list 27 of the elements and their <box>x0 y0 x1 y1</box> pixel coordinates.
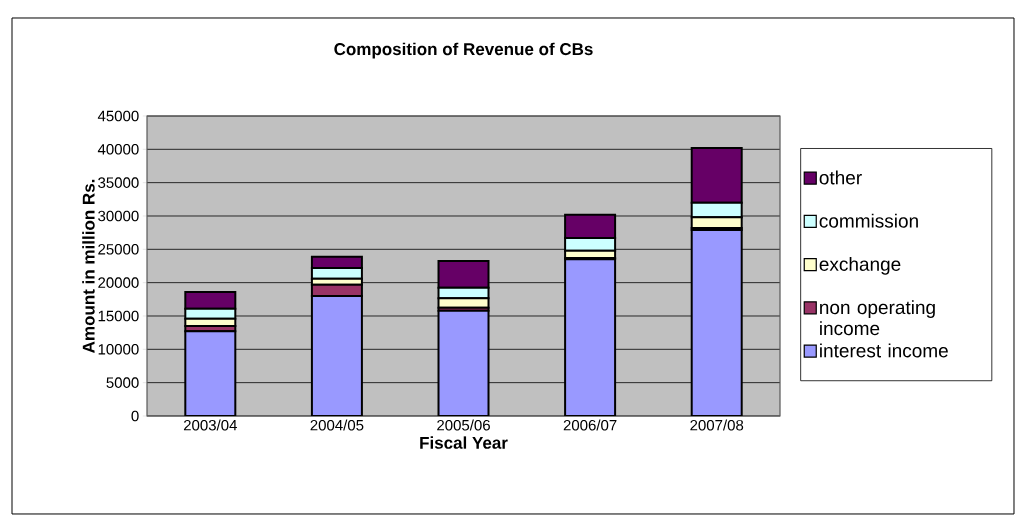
y-tick-label: 0 <box>131 410 139 422</box>
x-tick-label: 2007/08 <box>690 419 744 431</box>
x-tick-label: 2004/05 <box>310 419 364 431</box>
y-tick-label: 25000 <box>98 244 139 255</box>
bar <box>184 330 237 416</box>
y-tick-label: 10000 <box>98 344 139 355</box>
chart-title: Composition of Revenue of CBs <box>334 42 593 59</box>
y-tick-label: 15000 <box>98 310 139 322</box>
y-tick-label: 20000 <box>98 277 139 288</box>
y-tick-label: 5000 <box>106 377 139 388</box>
y-tick-label: 40000 <box>97 144 139 155</box>
legend-label: commission <box>819 213 918 228</box>
y-tick-label: 35000 <box>98 177 139 188</box>
x-tick-label: 2006/07 <box>563 419 617 431</box>
x-axis-title: Fiscal Year <box>420 436 508 449</box>
x-tick-label: 2005/06 <box>437 419 490 431</box>
legend-label: interest income <box>820 343 948 358</box>
bar <box>437 309 490 416</box>
y-tick-label: 45000 <box>97 110 139 122</box>
legend-label: exchange <box>819 256 901 275</box>
bar <box>564 258 617 416</box>
y-tick-label: 30000 <box>98 210 139 222</box>
legend-label: other <box>819 170 862 185</box>
bar <box>690 228 743 416</box>
x-tick-label: 2003/04 <box>183 419 237 431</box>
bar <box>310 294 363 416</box>
y-axis-title: Amount in million Rs. <box>82 179 95 353</box>
